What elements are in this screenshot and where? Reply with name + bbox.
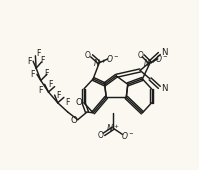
Text: F: F <box>40 56 45 65</box>
Text: F: F <box>28 57 32 66</box>
Text: O: O <box>85 51 91 60</box>
Text: $O^-$: $O^-$ <box>155 53 169 64</box>
Text: O: O <box>137 51 143 60</box>
Text: F: F <box>48 80 52 89</box>
Text: F: F <box>39 86 43 95</box>
Text: $N^+$: $N^+$ <box>143 57 157 69</box>
Text: $N^+$: $N^+$ <box>106 122 120 134</box>
Text: F: F <box>36 49 41 58</box>
Text: F: F <box>45 69 49 78</box>
Text: O: O <box>97 131 103 140</box>
Text: N: N <box>162 48 168 57</box>
Text: F: F <box>56 91 61 100</box>
Text: F: F <box>30 70 35 79</box>
Text: $O^-$: $O^-$ <box>105 53 119 64</box>
Text: $N^+$: $N^+$ <box>93 57 106 69</box>
Text: O: O <box>76 98 83 107</box>
Text: $O^-$: $O^-$ <box>121 130 135 141</box>
Text: N: N <box>162 84 168 94</box>
Text: O: O <box>70 116 77 125</box>
Text: F: F <box>65 98 70 107</box>
